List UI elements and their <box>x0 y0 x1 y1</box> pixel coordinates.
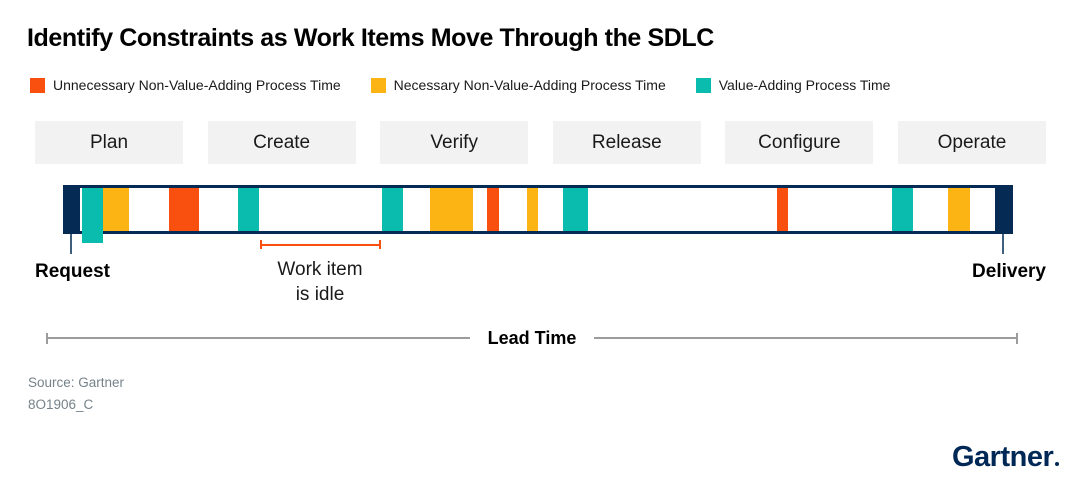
phase-box-verify: Verify <box>380 121 529 164</box>
phase-label: Release <box>591 131 662 153</box>
delivery-label: Delivery <box>972 261 1046 282</box>
gartner-logo: Gartner <box>952 441 1060 474</box>
bar-segment-yellow <box>527 188 538 231</box>
lead-time-label: Lead Time <box>487 327 577 348</box>
legend-item: Unnecessary Non-Value-Adding Process Tim… <box>30 77 341 93</box>
legend-swatch <box>695 77 711 93</box>
legend-swatch <box>370 77 386 93</box>
idle-bracket-right-tick <box>379 240 381 249</box>
timeline-bar-background <box>66 188 1010 231</box>
idle-annotation-line2: is idle <box>295 284 345 305</box>
bar-segment-orange <box>487 188 499 231</box>
idle-annotation-line1: Work item <box>277 259 363 280</box>
bar-segment-orange <box>169 188 199 231</box>
bar-segment-yellow <box>430 188 473 231</box>
phase-box-configure: Configure <box>725 121 874 164</box>
bar-segment-teal <box>82 188 103 243</box>
document-id: 8O1906_C <box>28 397 94 412</box>
legend: Unnecessary Non-Value-Adding Process Tim… <box>30 77 890 93</box>
legend-swatch <box>30 77 45 93</box>
phase-label: Operate <box>937 131 1007 153</box>
legend-label: Necessary Non-Value-Adding Process Time <box>393 77 666 93</box>
bar-segment-yellow <box>103 188 129 231</box>
source-note: Source: Gartner <box>28 375 125 390</box>
phase-label: Plan <box>89 131 129 153</box>
bar-segment-orange <box>777 188 788 231</box>
bar-segment-navy <box>63 185 80 234</box>
bar-segment-navy <box>995 185 1013 234</box>
legend-label: Unnecessary Non-Value-Adding Process Tim… <box>53 77 341 93</box>
lead-time-left-tick <box>46 332 48 344</box>
bar-segment-teal <box>238 188 259 231</box>
registered-mark-dot <box>1055 462 1060 466</box>
legend-item: Necessary Non-Value-Adding Process Time <box>370 77 666 93</box>
legend-label: Value-Adding Process Time <box>718 77 891 93</box>
delivery-tick <box>1002 234 1004 254</box>
bar-segment-yellow <box>948 188 970 231</box>
idle-annotation: Work item is idle <box>245 257 395 307</box>
phase-row: Plan Create Verify Release Configure Operate <box>35 121 1046 164</box>
lead-time-right-line <box>594 337 1017 339</box>
phase-label: Verify <box>430 131 478 153</box>
request-label: Request <box>35 261 110 282</box>
lead-time-axis: Lead Time <box>46 327 1019 349</box>
phase-box-operate: Operate <box>897 121 1046 164</box>
phase-box-create: Create <box>207 121 356 164</box>
legend-item: Value-Adding Process Time <box>695 77 891 93</box>
phase-box-release: Release <box>552 121 701 164</box>
bar-segment-teal <box>892 188 913 231</box>
idle-bracket-line <box>260 243 381 246</box>
lead-time-right-tick <box>1016 332 1019 344</box>
lead-time-left-line <box>48 337 470 339</box>
page-title: Identify Constraints as Work Items Move … <box>27 24 714 52</box>
phase-label: Create <box>253 131 311 153</box>
idle-bracket <box>260 240 381 249</box>
gartner-logo-text: Gartner <box>952 441 1054 473</box>
phase-box-plan: Plan <box>35 121 183 164</box>
bar-segment-teal <box>382 188 403 231</box>
phase-label: Configure <box>758 131 841 153</box>
bar-segment-teal <box>563 188 588 231</box>
request-tick <box>70 234 72 254</box>
timeline-bar <box>63 185 1013 243</box>
